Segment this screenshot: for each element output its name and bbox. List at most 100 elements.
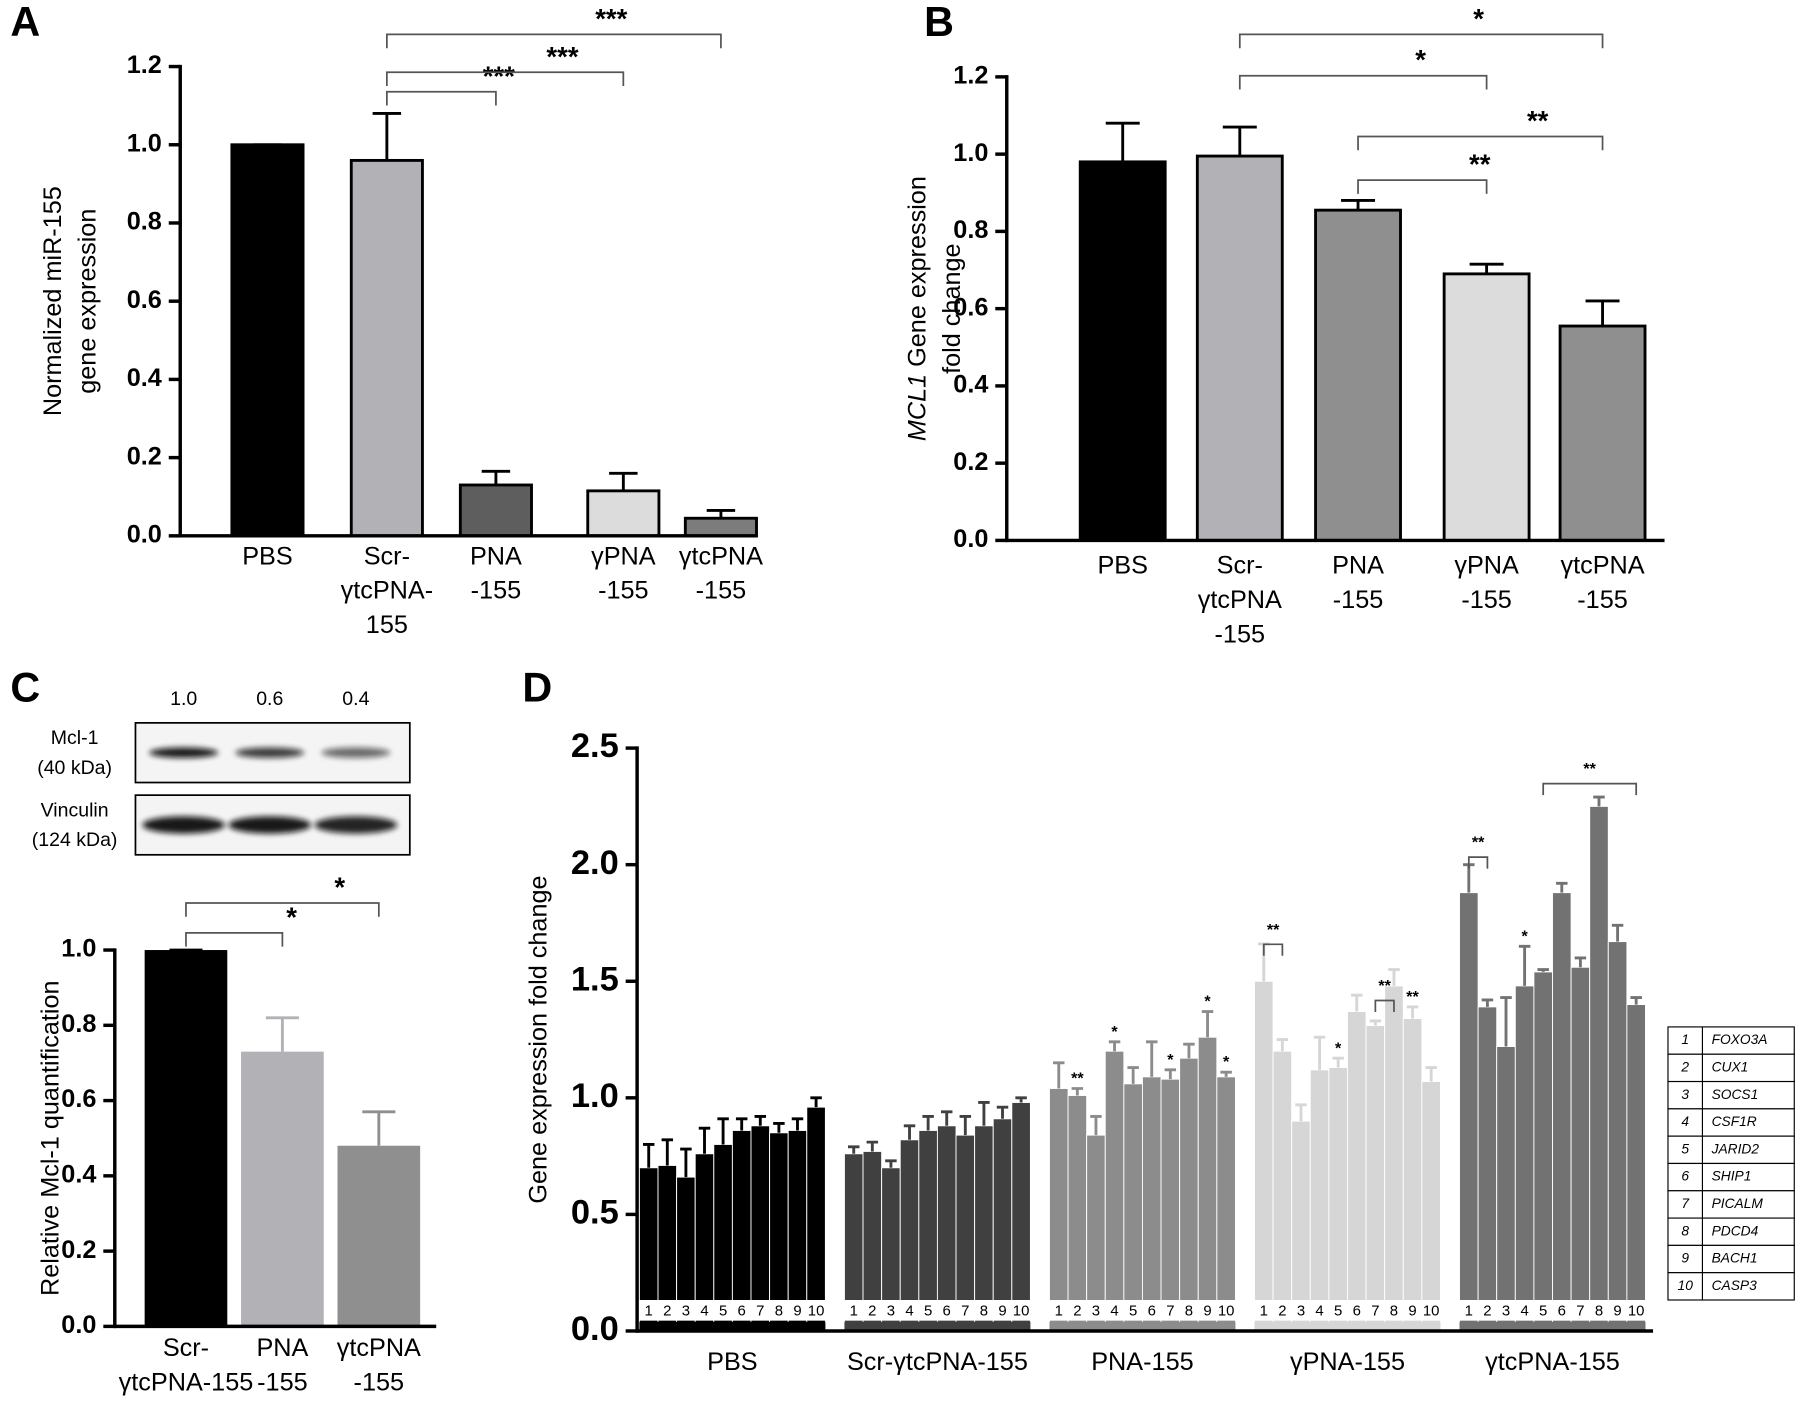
significance-bracket bbox=[1542, 782, 1638, 796]
y-axis-label-line: MCL1 Gene expression bbox=[903, 176, 931, 441]
bar-number: 1 bbox=[1055, 1303, 1063, 1319]
group-label: PBS bbox=[707, 1348, 758, 1376]
significance-bracket bbox=[386, 90, 497, 106]
error-bar bbox=[1105, 121, 1140, 162]
band-ratio: 1.0 bbox=[170, 688, 197, 710]
bar bbox=[1141, 1076, 1162, 1332]
significance-label: * bbox=[1521, 927, 1528, 945]
bar-number: 3 bbox=[682, 1303, 690, 1319]
bar bbox=[1314, 208, 1402, 542]
bar-number: 8 bbox=[1185, 1303, 1193, 1319]
bar-number: 8 bbox=[980, 1303, 988, 1319]
bar-number: 7 bbox=[756, 1303, 764, 1319]
error-bar bbox=[680, 1147, 692, 1178]
significance-bracket bbox=[1238, 74, 1488, 90]
error-bar bbox=[940, 1110, 953, 1126]
significance-bracket bbox=[1357, 135, 1604, 151]
error-bar bbox=[1164, 1068, 1177, 1080]
blot-band bbox=[228, 816, 312, 834]
error-bar bbox=[810, 1096, 822, 1108]
group-strip bbox=[639, 1321, 826, 1331]
bar-number: 9 bbox=[1613, 1303, 1621, 1319]
legend-cell bbox=[1667, 1244, 1795, 1274]
y-axis-label-line: Relative Mcl-1 quantification bbox=[36, 980, 64, 1296]
bar bbox=[1104, 1050, 1125, 1332]
significance-label: ** bbox=[1472, 834, 1485, 852]
bar bbox=[1011, 1102, 1031, 1332]
legend-number: 4 bbox=[1681, 1114, 1689, 1129]
y-axis-label-part: Normalized miR-155 bbox=[39, 186, 67, 416]
blot-row-label: Mcl-1 bbox=[51, 727, 99, 749]
band-ratio: 0.4 bbox=[342, 688, 369, 710]
number-strip bbox=[1459, 1299, 1646, 1321]
bar-number: 7 bbox=[961, 1303, 969, 1319]
significance-bracket bbox=[1357, 179, 1488, 194]
error-bar bbox=[847, 1145, 860, 1154]
x-tick-label: PNA bbox=[1332, 551, 1384, 579]
x-tick-label: PNA bbox=[256, 1334, 308, 1362]
bar-number: 9 bbox=[793, 1303, 801, 1319]
y-axis-label-part: gene expression bbox=[73, 209, 101, 394]
y-tick-label: 0.4 bbox=[127, 364, 162, 392]
error-bar bbox=[959, 1115, 972, 1136]
y-tick-label: 0.0 bbox=[953, 525, 988, 553]
panel-label: B bbox=[924, 0, 954, 45]
y-tick-label: 1.5 bbox=[571, 960, 619, 998]
bar bbox=[1607, 941, 1628, 1332]
bar-number: 3 bbox=[1092, 1303, 1100, 1319]
bar bbox=[337, 1145, 421, 1327]
bar bbox=[1626, 1004, 1646, 1332]
bar-number: 3 bbox=[1502, 1303, 1510, 1319]
significance-label: ** bbox=[1469, 149, 1491, 180]
bar-number: 8 bbox=[1595, 1303, 1603, 1319]
x-tick-label: -155 bbox=[598, 577, 649, 605]
bar bbox=[1421, 1081, 1441, 1332]
legend-gene: PDCD4 bbox=[1712, 1223, 1759, 1238]
legend-number: 3 bbox=[1681, 1087, 1689, 1102]
y-tick-label: 1.0 bbox=[953, 139, 988, 167]
y-tick-label: 1.0 bbox=[571, 1077, 619, 1115]
error-bar bbox=[1556, 881, 1568, 893]
significance-label: ** bbox=[1406, 988, 1419, 1006]
error-bar bbox=[1351, 993, 1363, 1012]
bar-number: 10 bbox=[1013, 1303, 1030, 1319]
error-bar bbox=[1108, 1040, 1121, 1052]
x-tick-label: γPNA bbox=[1454, 551, 1519, 579]
error-bar bbox=[1585, 299, 1620, 327]
group-strip bbox=[1049, 1321, 1236, 1331]
x-tick-label: γtcPNA-155 bbox=[119, 1368, 254, 1396]
error-bar bbox=[1276, 1038, 1289, 1052]
error-bar bbox=[706, 508, 736, 519]
bar-number: 9 bbox=[1408, 1303, 1416, 1319]
bar bbox=[1384, 985, 1404, 1332]
x-tick-label: Scr- bbox=[364, 542, 410, 570]
error-bar bbox=[362, 1110, 396, 1146]
legend-number: 1 bbox=[1681, 1032, 1689, 1047]
bar-number: 1 bbox=[1260, 1303, 1268, 1319]
blot-band bbox=[314, 816, 398, 834]
y-axis-label-line: gene expression bbox=[73, 209, 101, 394]
x-tick-label: -155 bbox=[257, 1368, 308, 1396]
bar-number: 5 bbox=[1539, 1303, 1547, 1319]
error-bar bbox=[996, 1105, 1009, 1119]
bar bbox=[1254, 980, 1274, 1332]
y-axis-label: Normalized miR-155 gene expression bbox=[39, 186, 101, 416]
significance-bracket bbox=[386, 33, 722, 49]
blot-row-label: (124 kDa) bbox=[32, 829, 118, 851]
y-tick-label: 0.8 bbox=[127, 208, 162, 236]
bar bbox=[458, 483, 533, 538]
error-bar bbox=[481, 469, 511, 485]
legend-number: 2 bbox=[1680, 1060, 1689, 1075]
error-bar bbox=[1630, 996, 1642, 1005]
x-tick-label: -155 bbox=[1215, 620, 1266, 648]
x-tick-label: γtcPNA bbox=[337, 1334, 421, 1362]
legend-number: 6 bbox=[1681, 1169, 1689, 1184]
significance-bracket bbox=[1238, 33, 1604, 49]
legend-number: 9 bbox=[1681, 1251, 1689, 1266]
error-bar bbox=[978, 1101, 990, 1126]
x-tick-label: Scr- bbox=[1217, 551, 1263, 579]
error-bar bbox=[866, 1140, 879, 1152]
significance-label: * bbox=[334, 872, 345, 903]
x-tick-label: γtcPNA bbox=[1198, 586, 1282, 614]
